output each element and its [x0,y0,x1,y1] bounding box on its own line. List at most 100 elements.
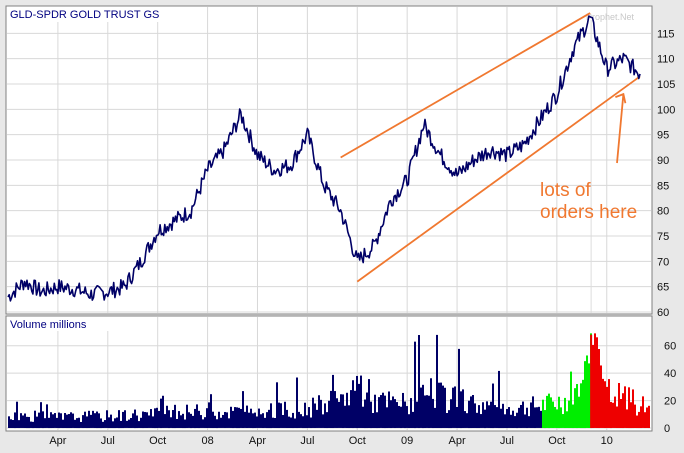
volume-bar [280,403,282,428]
volume-bar [646,407,648,428]
volume-bar [400,406,402,429]
volume-bar [302,416,304,429]
volume-bar [28,416,30,429]
volume-title-box [7,317,129,331]
volume-bar [492,383,494,429]
volume-bar [602,378,604,428]
volume-bar [42,411,44,429]
price-y-axis: 60 65 70 75 80 85 90 95 100 105 110 115 [657,28,675,319]
volume-bar [148,415,150,428]
volume-bar [156,407,158,429]
volume-bar [128,419,130,428]
volume-bar [640,406,642,429]
volume-bar [526,407,528,429]
volume-bar [260,414,262,428]
volume-bar [60,413,62,428]
price-line [7,15,641,302]
volume-bar [326,412,328,429]
volume-bar [170,417,172,428]
volume-y-axis: 0 20 40 60 [664,341,676,435]
volume-bar [472,395,474,429]
volume-bar [190,413,192,429]
volume-bar [32,421,34,429]
volume-bar [194,408,196,429]
volume-y-tick-label: 20 [664,396,676,408]
volume-bar [180,415,182,428]
volume-bar [500,408,502,429]
volume-bar [554,406,556,428]
volume-bar [276,382,278,429]
volume-bar [22,415,24,428]
volume-bar [616,406,618,429]
volume-bar [72,413,74,428]
volume-bar [324,403,326,429]
volume-bar [408,414,410,429]
volume-bars [8,333,650,429]
volume-bar [10,419,12,428]
volume-bar [150,409,152,428]
volume-bar [202,419,204,428]
volume-bar [516,412,518,429]
volume-bar [480,414,482,428]
volume-bar [282,414,284,428]
volume-bar [550,397,552,428]
volume-bar [410,398,412,428]
volume-bar [610,401,612,429]
volume-bar [448,410,450,429]
volume-bar [218,411,220,428]
volume-bar [290,417,292,429]
x-tick-label: Apr [449,435,466,447]
volume-bar [380,395,382,428]
volume-bar [292,412,294,429]
volume-bar [588,363,590,428]
volume-bar [318,395,320,428]
volume-bar [76,418,78,429]
volume-bar [450,399,452,429]
volume-bar [584,361,586,429]
volume-bar [524,414,526,428]
volume-bar [274,417,276,428]
volume-bar [328,400,330,428]
x-tick-label: Oct [149,435,166,447]
volume-bar [446,412,448,428]
price-y-tick-label: 65 [657,282,669,294]
volume-bar [642,396,644,428]
volume-bar [620,399,622,429]
volume-bar [382,392,384,429]
x-tick-label: Apr [249,435,266,447]
volume-bar [566,411,568,428]
volume-bar [514,416,516,428]
volume-bar [58,412,60,429]
price-y-tick-label: 75 [657,231,669,243]
volume-bar [196,404,198,429]
volume-bar [298,411,300,428]
volume-bar [378,397,380,429]
volume-bar [112,421,114,429]
volume-bar [518,407,520,428]
volume-bar [468,400,470,429]
volume-bar [270,403,272,429]
volume-bar [206,408,208,428]
volume-bar [132,413,134,428]
volume-bar [456,406,458,428]
volume-bar [16,401,18,429]
volume-bar [442,385,444,428]
volume-bar [362,406,364,428]
volume-bar [296,377,298,429]
volume-bar [634,404,636,428]
volume-y-tick-label: 40 [664,368,676,380]
volume-bar [372,413,374,429]
volume-bar [478,405,480,429]
volume-bar [572,404,574,429]
volume-bar [224,411,226,428]
volume-bar [332,374,334,429]
volume-bar [546,395,548,428]
volume-bar [424,395,426,428]
volume-bar [226,412,228,428]
volume-bar [590,334,593,429]
volume-bar [256,416,258,428]
volume-bar [14,412,16,429]
watermark: Prophet.Net [586,12,635,22]
volume-bar [564,397,566,429]
volume-title: Volume millions [10,319,87,331]
